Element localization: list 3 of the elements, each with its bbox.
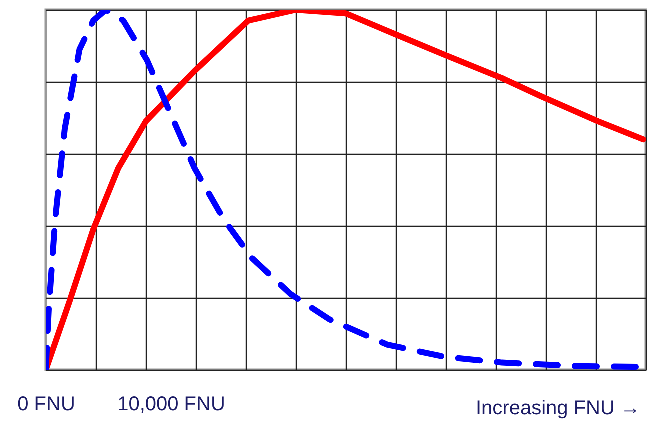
x-tick-label: 0 FNU: [18, 394, 76, 416]
x-tick-label: 10,000 FNU: [118, 394, 226, 416]
x-axis-title: Increasing FNU →: [476, 398, 640, 420]
